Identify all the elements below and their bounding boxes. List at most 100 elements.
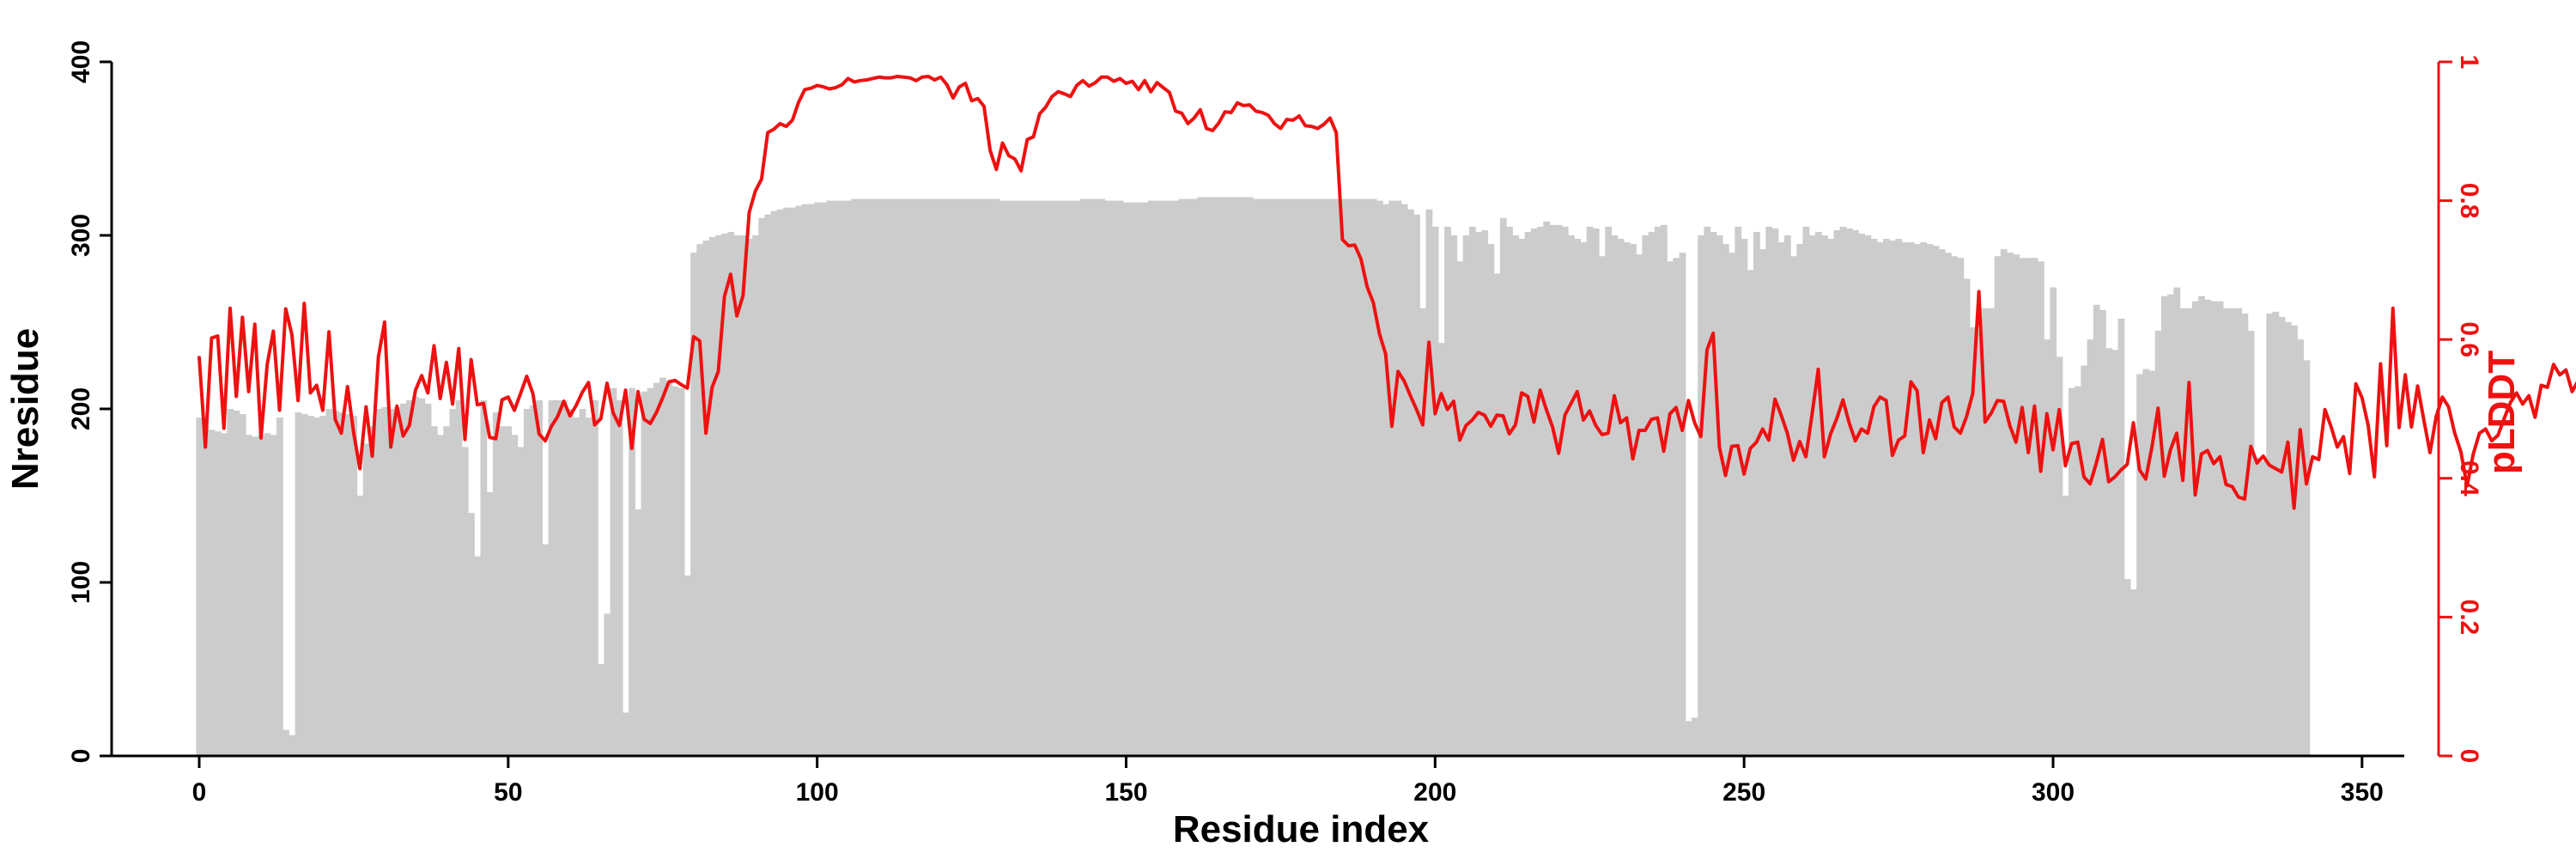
- bar-217: [1537, 226, 1544, 756]
- bar-219: [1549, 224, 1557, 756]
- bar-127: [981, 198, 988, 756]
- bar-89: [745, 239, 753, 756]
- bar-291: [1994, 256, 2002, 756]
- bar-172: [1259, 198, 1267, 756]
- bar-184: [1333, 198, 1340, 756]
- bar-142: [1073, 200, 1081, 757]
- bar-188: [1358, 198, 1365, 756]
- y2-axis-title: pLDDT: [2481, 350, 2523, 474]
- bar-199: [1425, 209, 1433, 756]
- y-tick-label: 0: [67, 749, 95, 764]
- x-tick-label: 350: [2341, 778, 2384, 807]
- bar-297: [2031, 258, 2038, 756]
- bar-105: [845, 200, 852, 757]
- bar-198: [1419, 308, 1427, 757]
- bar-96: [789, 207, 797, 756]
- bar-121: [944, 198, 951, 756]
- bar-90: [752, 235, 759, 756]
- bar-210: [1493, 273, 1501, 756]
- bar-6: [233, 411, 240, 756]
- bar-95: [783, 207, 790, 756]
- bar-46: [480, 399, 488, 756]
- bar-288: [1976, 331, 1983, 756]
- bar-131: [1005, 200, 1012, 757]
- bar-247: [1722, 244, 1729, 757]
- bar-269: [1858, 233, 1866, 757]
- bar-169: [1240, 197, 1248, 756]
- bar-259: [1796, 244, 1804, 757]
- bar-118: [925, 198, 933, 756]
- bar-301: [2056, 356, 2063, 756]
- y2-tick-label: 0: [2455, 749, 2483, 764]
- bar-123: [956, 198, 963, 756]
- bar-11: [264, 433, 271, 756]
- bar-281: [1932, 246, 1940, 756]
- bar-253: [1759, 249, 1766, 756]
- y2-tick-label: 0.2: [2455, 600, 2483, 636]
- bar-290: [1988, 308, 1996, 757]
- bar-186: [1345, 198, 1352, 756]
- bar-10: [258, 435, 265, 756]
- bar-192: [1382, 204, 1389, 756]
- bar-295: [2019, 258, 2026, 756]
- bar-15: [289, 734, 296, 756]
- bar-305: [2081, 365, 2088, 756]
- bar-302: [2062, 496, 2069, 756]
- bar-208: [1481, 229, 1489, 756]
- bar-293: [2007, 253, 2014, 756]
- bar-77: [671, 386, 679, 756]
- bar-25: [350, 416, 358, 756]
- bar-191: [1376, 200, 1383, 757]
- bar-52: [517, 447, 525, 756]
- bar-300: [2050, 287, 2057, 757]
- bar-324: [2198, 295, 2205, 756]
- y-tick-label: 400: [67, 40, 95, 83]
- y-axis-title: Nresidue: [4, 328, 46, 490]
- bar-249: [1735, 226, 1742, 756]
- bar-218: [1543, 221, 1551, 757]
- bar-132: [1012, 200, 1019, 757]
- bar-327: [2216, 301, 2224, 756]
- bar-245: [1710, 231, 1717, 757]
- bar-81: [696, 244, 704, 757]
- bar-160: [1184, 198, 1192, 756]
- bar-225: [1586, 226, 1594, 756]
- bar-60: [567, 409, 574, 756]
- bar-195: [1400, 204, 1408, 756]
- bar-215: [1524, 231, 1532, 757]
- bar-97: [795, 205, 803, 756]
- bar-49: [499, 426, 506, 756]
- bar-226: [1592, 228, 1600, 756]
- bar-99: [807, 204, 815, 756]
- bar-154: [1147, 200, 1155, 757]
- bar-234: [1642, 235, 1649, 756]
- bar-329: [2229, 308, 2236, 757]
- x-tick-label: 150: [1104, 778, 1147, 807]
- bar-129: [993, 198, 1000, 756]
- bar-164: [1209, 197, 1217, 756]
- bar-328: [2222, 308, 2230, 757]
- bar-151: [1129, 202, 1136, 756]
- bar-319: [2167, 294, 2174, 756]
- bar-304: [2075, 386, 2081, 756]
- bar-299: [2044, 339, 2050, 756]
- bar-21: [325, 409, 333, 756]
- bar-69: [622, 712, 629, 756]
- bar-194: [1394, 200, 1402, 757]
- bar-232: [1630, 244, 1637, 757]
- bar-163: [1203, 197, 1211, 756]
- bar-119: [931, 198, 939, 756]
- bar-185: [1339, 198, 1346, 756]
- bar-316: [2148, 370, 2156, 756]
- bar-153: [1141, 202, 1149, 756]
- bar-0: [196, 417, 204, 756]
- bar-76: [665, 382, 673, 756]
- bar-279: [1920, 242, 1928, 757]
- bar-66: [604, 613, 611, 756]
- bar-170: [1246, 197, 1254, 756]
- bar-265: [1833, 229, 1841, 756]
- bar-231: [1623, 242, 1631, 757]
- line-layer: [197, 74, 2576, 510]
- bar-263: [1821, 235, 1828, 756]
- bar-74: [653, 382, 660, 756]
